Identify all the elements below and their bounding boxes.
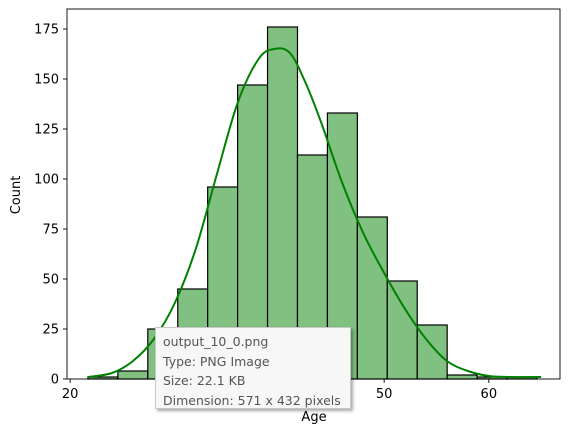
y-tick-label: 50 xyxy=(42,273,59,288)
y-tick-label: 25 xyxy=(42,323,59,338)
histogram-bar xyxy=(386,280,418,380)
histogram-bar xyxy=(117,370,149,380)
x-tick-label: 50 xyxy=(376,387,393,402)
histogram-bar xyxy=(356,216,388,380)
y-tick-label: 175 xyxy=(34,23,59,38)
tooltip-type: Type: PNG Image xyxy=(163,353,270,369)
y-tick-label: 150 xyxy=(34,73,59,88)
tooltip-dimension: Dimension: 571 x 432 pixels xyxy=(163,392,341,408)
y-axis-ticks: 0 25 50 75 100 125 150 175 xyxy=(34,23,67,388)
kde-curve xyxy=(87,47,542,379)
y-tick-label: 75 xyxy=(42,223,59,238)
tooltip-size: Size: 22.1 KB xyxy=(163,373,246,388)
y-axis-label: Count xyxy=(9,176,24,215)
x-axis-label: Age xyxy=(301,410,326,425)
y-tick-label: 100 xyxy=(34,173,59,188)
file-info-tooltip: output_10_0.png Type: PNG Image Size: 22… xyxy=(155,327,351,409)
y-tick-label: 125 xyxy=(34,123,59,138)
histogram-bar xyxy=(446,374,478,380)
x-tick-label: 60 xyxy=(481,387,498,402)
x-tick-label: 20 xyxy=(62,387,79,402)
y-tick-label: 0 xyxy=(51,373,59,388)
tooltip-filename: output_10_0.png xyxy=(163,334,269,349)
